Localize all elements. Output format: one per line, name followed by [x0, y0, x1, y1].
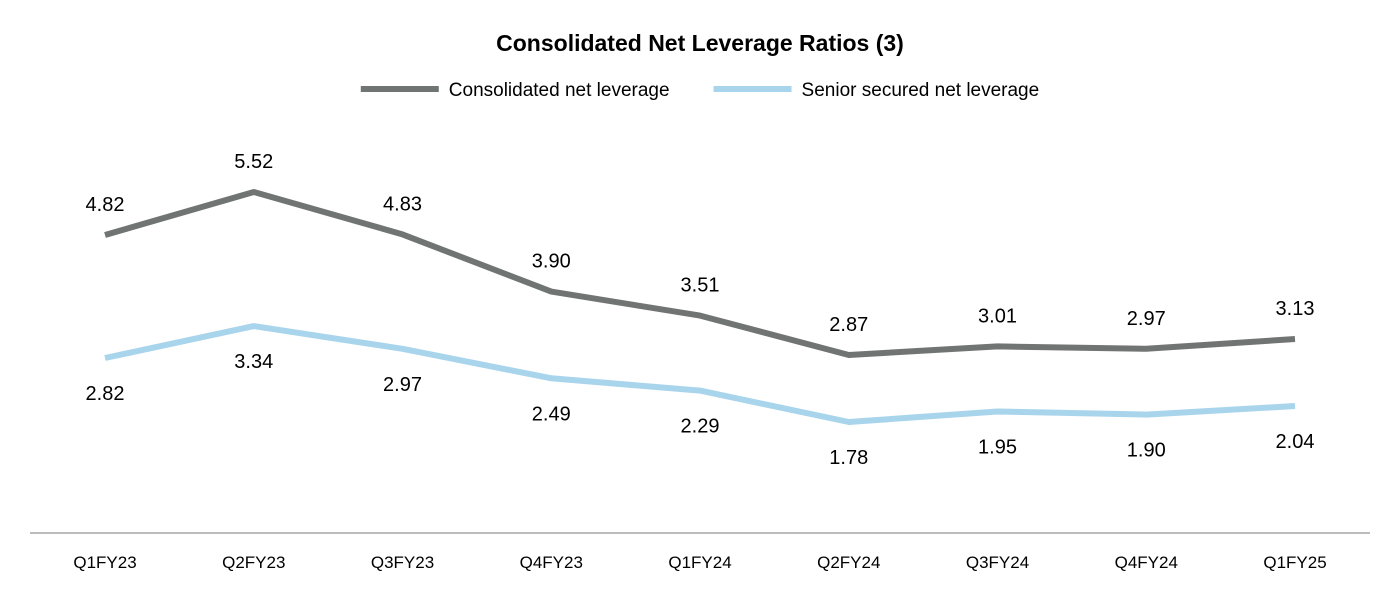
legend-item-1: Senior secured net leverage [713, 80, 1040, 101]
data-label: 1.95 [978, 437, 1017, 459]
data-label: 2.97 [1127, 308, 1166, 330]
x-tick-label: Q1FY24 [668, 553, 731, 572]
x-tick-label: Q4FY23 [520, 553, 583, 572]
legend-label-0: Consolidated net leverage [449, 80, 670, 101]
x-tick-label: Q1FY23 [73, 553, 136, 572]
legend-item-0: Consolidated net leverage [360, 80, 670, 101]
series-line-0 [104, 189, 1296, 358]
chart-title: Consolidated Net Leverage Ratios (3) [496, 30, 904, 56]
data-label: 2.49 [532, 403, 571, 425]
data-label: 3.13 [1276, 298, 1315, 320]
x-tick-label: Q2FY23 [222, 553, 285, 572]
x-tick-label: Q2FY24 [817, 553, 880, 572]
data-label: 3.01 [978, 305, 1017, 327]
data-label: 4.82 [86, 194, 125, 216]
x-tick-label: Q1FY25 [1263, 553, 1326, 572]
data-labels-layer: 4.82 5.52 4.83 3.90 3.51 2.87 3.01 2.97 3.13 2.82… [86, 151, 1315, 469]
data-label: 4.83 [383, 193, 422, 215]
x-tick-label: Q4FY24 [1115, 553, 1178, 572]
chart-legend: Consolidated net leverage Senior secured … [360, 80, 1040, 101]
data-label: 2.87 [829, 314, 868, 336]
data-label: 1.78 [829, 447, 868, 469]
data-label: 2.04 [1276, 431, 1315, 453]
data-label: 3.90 [532, 251, 571, 273]
data-label: 1.90 [1127, 440, 1166, 462]
data-label: 2.82 [86, 383, 125, 405]
x-tick-label: Q3FY23 [371, 553, 434, 572]
legend-label-1: Senior secured net leverage [802, 80, 1040, 101]
x-tick-label: Q3FY24 [966, 553, 1029, 572]
data-label: 2.29 [681, 416, 720, 438]
data-label: 3.34 [234, 351, 273, 373]
series-layer [104, 189, 1296, 425]
data-label: 2.97 [383, 374, 422, 396]
series-line-1 [104, 323, 1296, 425]
data-label: 3.51 [681, 275, 720, 297]
x-tick-labels: Q1FY23 Q2FY23 Q3FY23 Q4FY23 Q1FY24 Q2FY24 Q3FY… [73, 553, 1326, 572]
data-label: 5.52 [234, 151, 273, 173]
